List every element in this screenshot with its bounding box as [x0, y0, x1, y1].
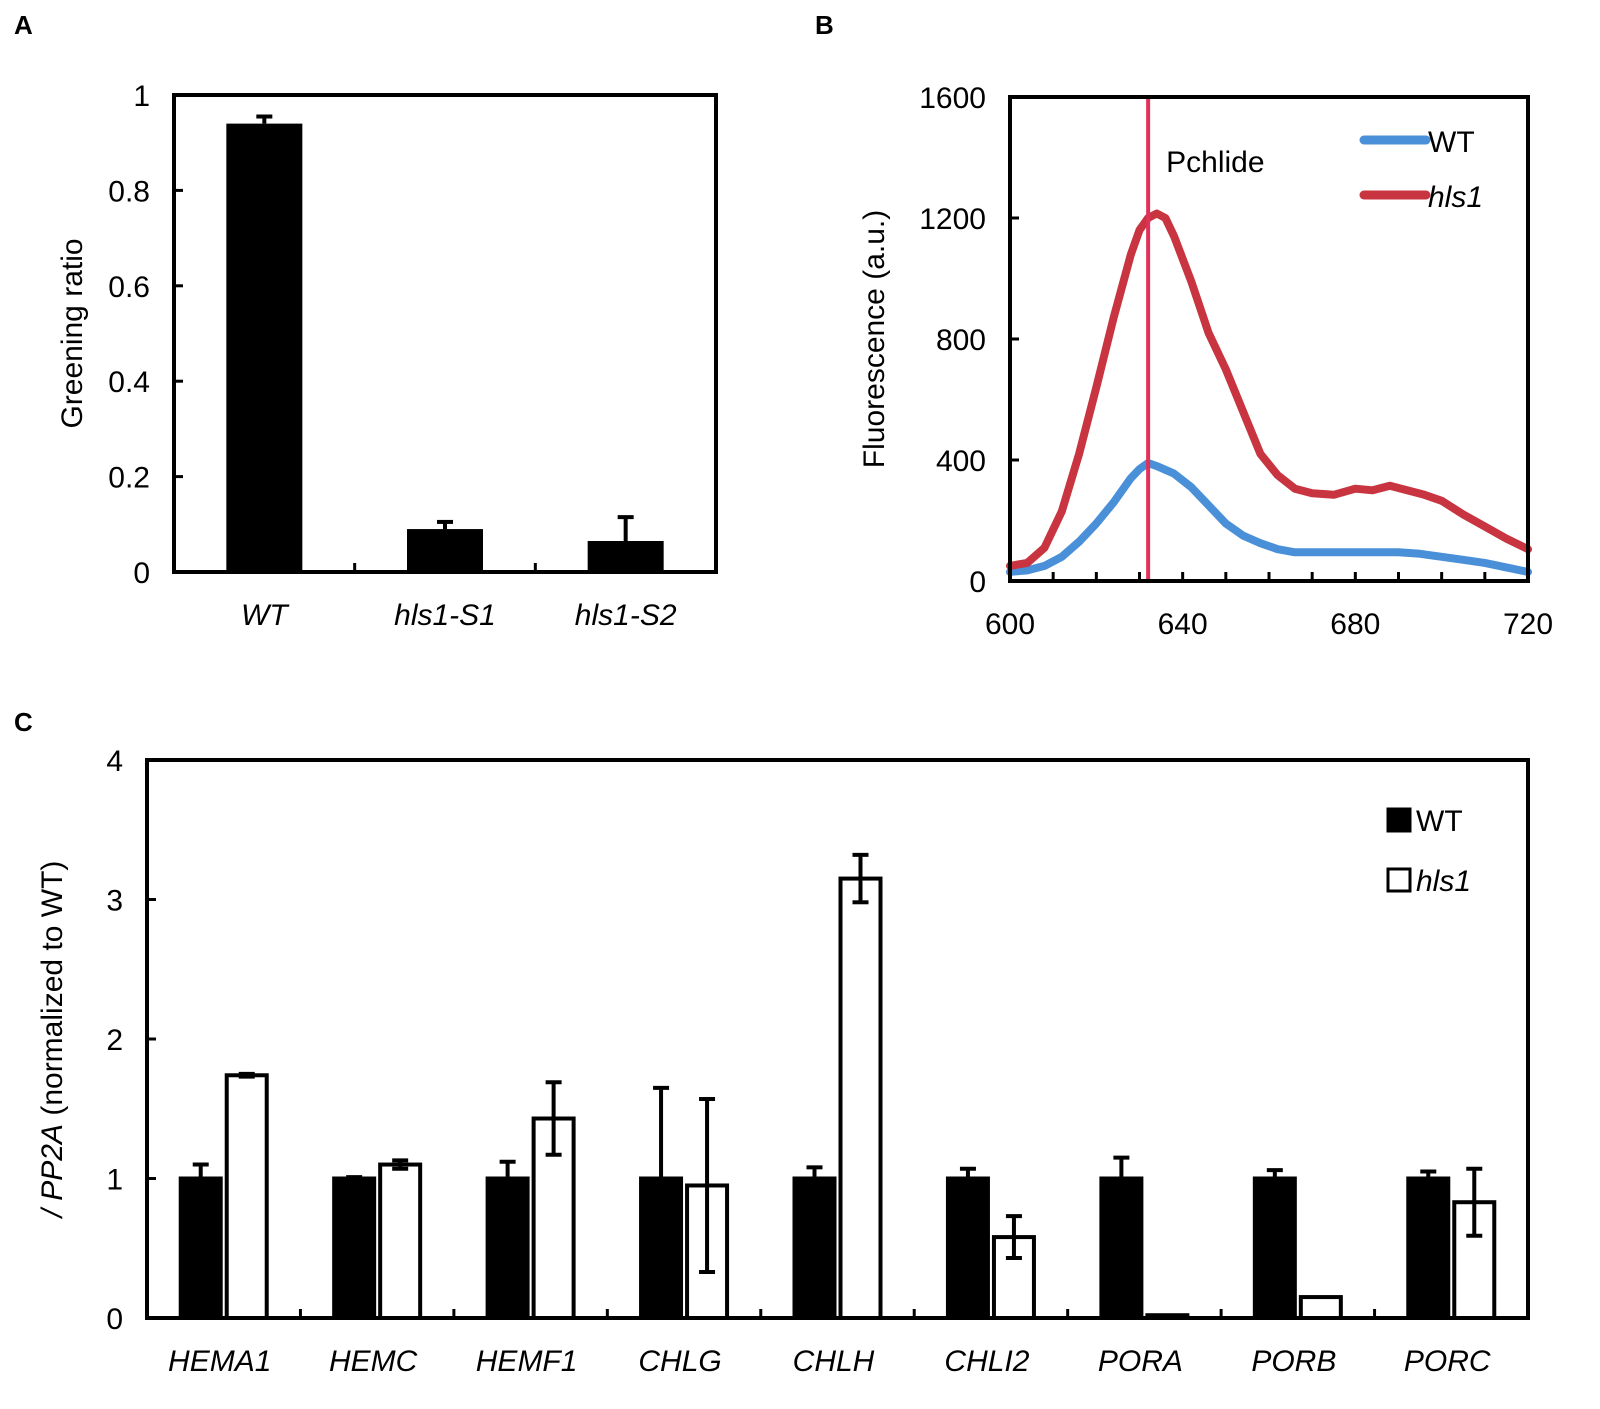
- y-tick-label: 0: [133, 557, 150, 590]
- x-tick-label: 640: [1158, 608, 1208, 641]
- panel-a: A 0 0.2 0.4 0.6 0.8 1 WT hls1-S1 hls1-S2 Greening …: [14, 10, 718, 632]
- legend-label-WT: WT: [1428, 126, 1475, 159]
- panel-c: C 0 1 2 3 4 HEMA1 HEMC HEMF1 CHLG CHLH CHLI2 PORA POR…: [14, 707, 1530, 1378]
- y-tick-label: 800: [936, 324, 986, 357]
- bar-WT-CHLH: [792, 1176, 837, 1320]
- x-category-label: HEMA1: [168, 1345, 271, 1378]
- x-category-label: CHLG: [638, 1345, 721, 1378]
- bar-WT-PORC: [1406, 1176, 1451, 1320]
- panel-label-c: C: [14, 707, 33, 737]
- y-tick-label: 0: [969, 566, 986, 599]
- y-axis-title: Fluorescence (a.u.): [858, 210, 891, 468]
- x-tick-label: 720: [1503, 608, 1553, 641]
- x-category-label: HEMC: [329, 1345, 418, 1378]
- y-tick-label: 400: [936, 445, 986, 478]
- x-category-label: PORC: [1404, 1345, 1491, 1378]
- pchlide-label: Pchlide: [1166, 146, 1264, 179]
- x-category-label: hls1-S2: [575, 599, 677, 632]
- bar-hls1-PORB: [1298, 1295, 1343, 1320]
- bar-hls1-HEMC: [378, 1162, 423, 1321]
- legend-label-hls1: hls1: [1416, 865, 1471, 898]
- y-axis-title: / PP2A (normalized to WT): [36, 861, 69, 1220]
- bar-WT: [226, 123, 303, 573]
- legend-label-WT: WT: [1416, 805, 1463, 838]
- x-category-label: CHLH: [793, 1345, 875, 1378]
- y-axis-title: Greening ratio: [56, 238, 89, 428]
- bar-WT-CHLI2: [945, 1176, 990, 1320]
- bar-hls1-S1: [407, 529, 483, 572]
- x-tick-label: 680: [1330, 608, 1380, 641]
- x-category-label: CHLI2: [944, 1345, 1029, 1378]
- bar-hls1-S2: [587, 540, 664, 572]
- series-line-hls1: [1006, 209, 1532, 570]
- plot-frame: [145, 758, 1530, 1320]
- bar-hls1-HEMA1: [224, 1073, 269, 1321]
- y-tick-label: 1200: [919, 203, 986, 236]
- y-tick-label: 1600: [919, 82, 986, 115]
- series-line-WT: [1006, 459, 1532, 576]
- legend-label-hls1: hls1: [1428, 181, 1483, 214]
- legend-swatch-WT: [1386, 807, 1412, 833]
- y-axis-title-italic: / PP2A: [36, 1124, 69, 1219]
- panel-b: B 0 400 800 1200 1600 600 640 680 720 Pchlide WT hls…: [815, 10, 1553, 641]
- x-category-label: hls1-S1: [394, 599, 496, 632]
- bar-hls1-CHLH: [838, 876, 883, 1320]
- y-tick-label: 4: [106, 745, 123, 778]
- y-tick-label: 2: [106, 1024, 123, 1057]
- plot-frame: [172, 93, 718, 574]
- y-tick-label: 3: [106, 885, 123, 918]
- x-category-label: PORA: [1098, 1345, 1183, 1378]
- y-axis-title-rest: (normalized to WT): [36, 861, 69, 1124]
- bar-WT-HEMF1: [485, 1176, 530, 1320]
- bar-WT-PORB: [1252, 1176, 1297, 1320]
- panel-label-b: B: [815, 10, 834, 40]
- x-category-label: HEMF1: [476, 1345, 578, 1378]
- y-tick-label: 0.8: [108, 175, 150, 208]
- y-tick-label: 1: [106, 1164, 123, 1197]
- y-tick-label: 1: [133, 80, 150, 113]
- y-tick-label: 0.4: [108, 366, 150, 399]
- legend-swatch-hls1: [1386, 867, 1412, 893]
- x-category-label: PORB: [1251, 1345, 1336, 1378]
- bar-WT-HEMC: [332, 1176, 377, 1320]
- panel-label-a: A: [14, 10, 33, 40]
- y-tick-label: 0: [106, 1303, 123, 1336]
- bar-WT-HEMA1: [178, 1176, 223, 1320]
- y-tick-label: 0.6: [108, 271, 150, 304]
- plot-frame: [1008, 95, 1530, 583]
- y-tick-label: 0.2: [108, 462, 150, 495]
- x-tick-label: 600: [985, 608, 1035, 641]
- x-category-label: WT: [241, 599, 290, 632]
